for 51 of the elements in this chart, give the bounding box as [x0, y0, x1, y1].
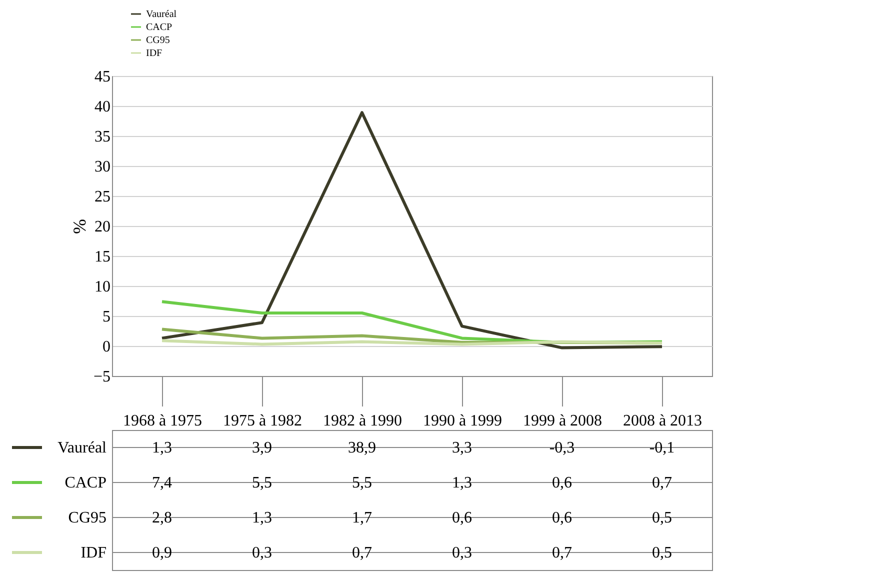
- legend-label: Vauréal: [146, 9, 177, 20]
- legend-label: CACP: [64, 474, 107, 492]
- data-label: 1,7: [352, 510, 372, 526]
- data-label: 0,6: [552, 510, 572, 526]
- x-tick-label: 1999 à 2008: [522, 412, 602, 430]
- data-label: 1,3: [452, 474, 472, 492]
- data-label: 0,5: [652, 544, 672, 562]
- y-tick-label: 40: [94, 98, 110, 116]
- data-label: 0,7: [352, 544, 372, 562]
- y-tick-label: 10: [94, 278, 110, 296]
- x-tick-label: 2008 à 2013: [622, 412, 702, 430]
- y-tick-label: 45: [94, 68, 110, 86]
- data-label: 0,7: [652, 474, 672, 492]
- text: CACP: [146, 22, 172, 33]
- data-label: 5,5: [352, 474, 372, 492]
- y-tick-label: 25: [94, 188, 110, 206]
- data-label: 1,3: [252, 510, 272, 526]
- text: Vauréal: [58, 440, 106, 456]
- data-label: 0,6: [552, 474, 572, 492]
- y-tick-label: −5: [93, 368, 110, 386]
- data-label: -0,1: [649, 440, 675, 456]
- y-axis-title: %: [69, 219, 90, 234]
- data-label: 0,3: [452, 544, 472, 562]
- y-tick-label: 20: [94, 218, 110, 236]
- text: CG95: [146, 35, 170, 46]
- text: IDF: [80, 544, 106, 562]
- data-label: 0,7: [552, 544, 572, 562]
- data-label: 3,9: [252, 440, 272, 456]
- legend-label: IDF: [146, 48, 163, 59]
- x-tick-label: 1975 à 1982: [222, 412, 302, 430]
- data-label: 5,5: [252, 474, 272, 492]
- data-label: 7,4: [152, 474, 172, 492]
- data-label: 1,3: [152, 440, 172, 456]
- data-label: 3,3: [452, 440, 472, 456]
- x-tick-label: 1990 à 1999: [422, 412, 502, 430]
- y-tick-label: 5: [102, 308, 110, 326]
- legend-label: CG95: [68, 510, 106, 526]
- y-tick-label: 35: [94, 128, 110, 146]
- data-label: 0,3: [252, 544, 272, 562]
- x-tick-label: 1982 à 1990: [322, 412, 402, 430]
- data-label: 0,5: [652, 510, 672, 526]
- data-label: 0,6: [452, 510, 472, 526]
- line-series: [160, 111, 664, 350]
- x-tick-label: 1968 à 1975: [122, 412, 202, 430]
- y-tick-label: 30: [94, 158, 110, 176]
- data-label: 0,9: [152, 544, 172, 562]
- y-tick-label: 15: [94, 248, 110, 266]
- y-tick-label: 0: [102, 338, 110, 356]
- data-label: 2,8: [152, 510, 172, 526]
- data-label: -0,3: [549, 440, 575, 456]
- data-label: 38,9: [348, 440, 376, 456]
